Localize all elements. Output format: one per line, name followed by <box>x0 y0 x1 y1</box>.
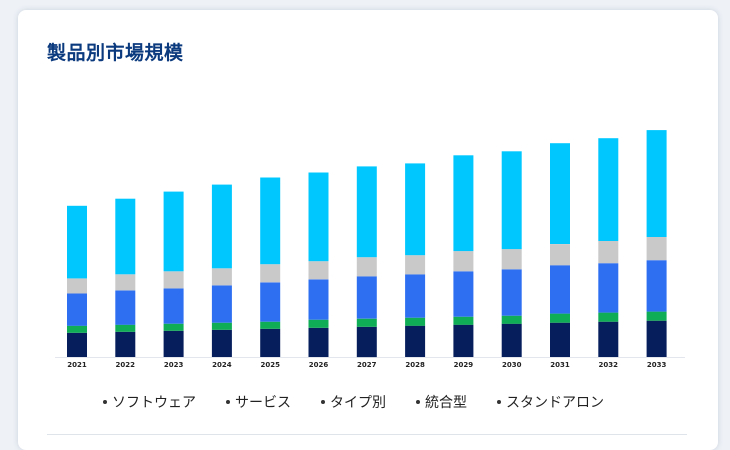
bullet-icon <box>103 400 107 404</box>
bar-segment-2026-ソフトウェア <box>308 172 329 262</box>
bar-segment-2026-サービス <box>308 261 329 280</box>
bar-segment-2025-ソフトウェア <box>260 177 281 265</box>
bullet-icon <box>321 400 325 404</box>
bar-segment-2032-スタンドアロン <box>598 321 619 357</box>
legend-label: ソフトウェア <box>112 395 196 411</box>
card-divider <box>47 434 687 435</box>
bar-segment-2022-サービス <box>115 274 136 291</box>
bar-segment-2031-ソフトウェア <box>550 143 570 244</box>
bar-segment-2030-統合型 <box>501 315 522 324</box>
x-tick-label: 2021 <box>67 361 87 369</box>
bar-segment-2031-タイプ別 <box>550 265 570 314</box>
bar-segment-2023-タイプ別 <box>163 288 184 324</box>
legend-item: スタンドアロン <box>497 392 604 412</box>
bar-segment-2031-スタンドアロン <box>550 322 570 357</box>
bar-segment-2024-タイプ別 <box>211 285 232 323</box>
bar-segment-2033-スタンドアロン <box>646 320 667 357</box>
bar-segment-2028-ソフトウェア <box>405 163 426 256</box>
bar-segment-2030-スタンドアロン <box>501 323 522 357</box>
x-tick-label: 2030 <box>502 361 522 369</box>
bar-segment-2029-スタンドアロン <box>453 324 474 357</box>
chart-legend: ソフトウェア サービス タイプ別 統合型 スタンドアロン <box>103 392 604 412</box>
bullet-icon <box>226 400 230 404</box>
x-tick-label: 2032 <box>599 361 619 369</box>
bar-segment-2027-スタンドアロン <box>356 326 377 358</box>
x-tick-label: 2023 <box>164 361 184 369</box>
bar-segment-2032-ソフトウェア <box>598 138 619 241</box>
bar-segment-2024-統合型 <box>211 322 232 330</box>
bar-segment-2024-ソフトウェア <box>211 184 232 269</box>
bar-segment-2026-タイプ別 <box>308 279 329 320</box>
x-tick-label: 2031 <box>550 361 570 369</box>
legend-label: スタンドアロン <box>506 395 604 411</box>
bar-segment-2030-タイプ別 <box>501 269 522 316</box>
legend-item: 統合型 <box>416 392 467 412</box>
bar-segment-2023-スタンドアロン <box>163 330 184 357</box>
bar-segment-2033-サービス <box>646 237 667 261</box>
bullet-icon <box>416 400 420 404</box>
bar-segment-2021-スタンドアロン <box>67 332 87 357</box>
bar-segment-2027-タイプ別 <box>356 276 377 319</box>
bar-segment-2021-ソフトウェア <box>67 205 87 279</box>
bar-segment-2029-タイプ別 <box>453 271 474 317</box>
bar-segment-2032-統合型 <box>598 312 619 322</box>
bar-segment-2028-タイプ別 <box>405 274 426 318</box>
x-tick-label: 2027 <box>357 361 377 369</box>
bar-segment-2025-タイプ別 <box>260 282 281 322</box>
x-tick-label: 2022 <box>116 361 136 369</box>
bar-segment-2022-タイプ別 <box>115 290 136 325</box>
bar-segment-2029-サービス <box>453 251 474 272</box>
bar-segment-2032-タイプ別 <box>598 263 619 313</box>
bar-segment-2030-ソフトウェア <box>501 151 522 250</box>
bullet-icon <box>497 400 501 404</box>
bar-segment-2031-統合型 <box>550 313 570 323</box>
bar-segment-2023-サービス <box>163 271 184 289</box>
chart-title: 製品別市場規模 <box>47 42 184 64</box>
legend-item: タイプ別 <box>321 392 386 412</box>
bar-segment-2022-ソフトウェア <box>115 198 136 275</box>
bar-segment-2023-ソフトウェア <box>163 191 184 272</box>
legend-label: タイプ別 <box>330 395 386 411</box>
bar-segment-2025-サービス <box>260 264 281 283</box>
bar-segment-2027-サービス <box>356 257 377 277</box>
bar-segment-2027-統合型 <box>356 318 377 327</box>
x-tick-label: 2028 <box>405 361 425 369</box>
bar-segment-2028-サービス <box>405 255 426 275</box>
x-tick-label: 2025 <box>260 361 280 369</box>
x-tick-label: 2033 <box>647 361 667 369</box>
x-tick-label: 2026 <box>309 361 329 369</box>
legend-item: ソフトウェア <box>103 392 196 412</box>
bar-segment-2023-統合型 <box>163 323 184 331</box>
bar-segment-2033-ソフトウェア <box>646 130 667 237</box>
bar-segment-2026-統合型 <box>308 319 329 328</box>
bar-segment-2029-統合型 <box>453 316 474 325</box>
bar-segment-2021-サービス <box>67 278 87 294</box>
legend-item: サービス <box>226 392 291 412</box>
bar-segment-2021-タイプ別 <box>67 293 87 326</box>
bar-segment-2021-統合型 <box>67 325 87 333</box>
bar-segment-2022-スタンドアロン <box>115 331 136 357</box>
legend-label: サービス <box>235 395 291 411</box>
bar-segment-2033-タイプ別 <box>646 260 667 312</box>
legend-label: 統合型 <box>425 395 467 411</box>
x-tick-label: 2024 <box>212 361 232 369</box>
bar-segment-2028-統合型 <box>405 317 426 326</box>
bar-segment-2026-スタンドアロン <box>308 327 329 357</box>
bar-segment-2028-スタンドアロン <box>405 325 426 357</box>
bar-segment-2024-サービス <box>211 268 232 286</box>
bar-segment-2025-スタンドアロン <box>260 328 281 357</box>
bar-segment-2030-サービス <box>501 249 522 270</box>
bar-segment-2027-ソフトウェア <box>356 166 377 258</box>
bar-segment-2024-スタンドアロン <box>211 329 232 357</box>
bar-segment-2031-サービス <box>550 244 570 266</box>
bar-segment-2029-ソフトウェア <box>453 155 474 252</box>
x-tick-label: 2029 <box>454 361 474 369</box>
bar-segment-2033-統合型 <box>646 311 667 321</box>
bar-segment-2022-統合型 <box>115 324 136 332</box>
bar-segment-2025-統合型 <box>260 321 281 329</box>
bar-segment-2032-サービス <box>598 241 619 264</box>
